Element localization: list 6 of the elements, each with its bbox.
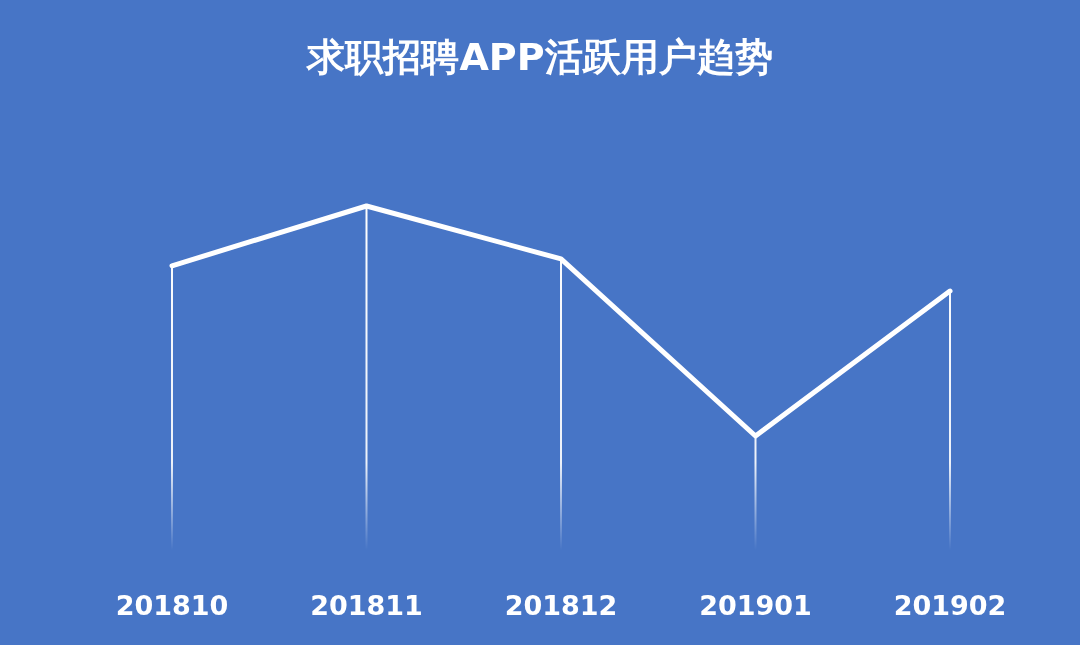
- x-tick-label: 201901: [699, 590, 812, 621]
- x-tick-label: 201811: [310, 590, 423, 621]
- x-tick-label: 201812: [504, 590, 618, 621]
- chart-title: 求职招聘APP活跃用户趋势: [305, 35, 773, 79]
- x-tick-label: 201810: [115, 590, 229, 621]
- x-tick-label: 201902: [893, 590, 1007, 621]
